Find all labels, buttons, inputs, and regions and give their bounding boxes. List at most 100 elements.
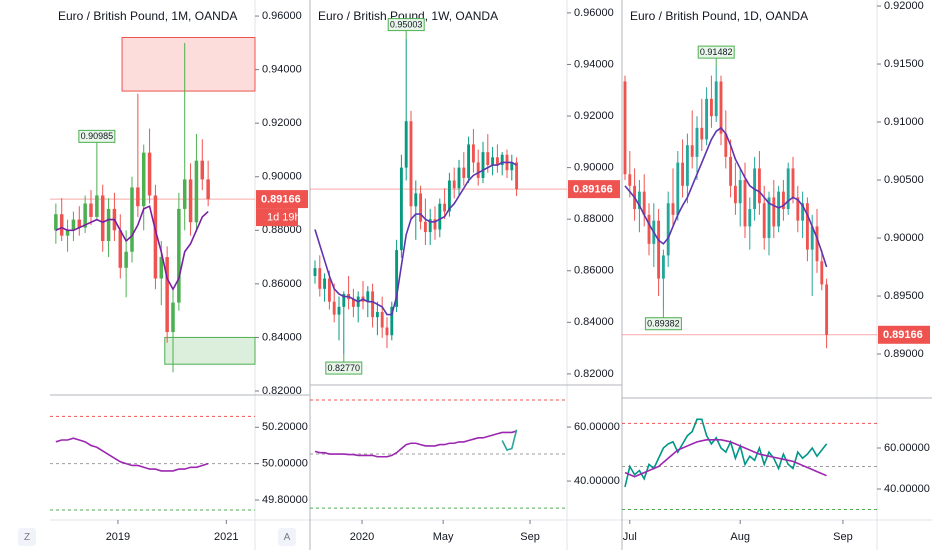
annotation-label: 0.91482 (700, 47, 733, 57)
indicator-line (624, 438, 827, 478)
candle-body (676, 162, 680, 215)
candle-body (95, 195, 99, 217)
annotation-label: 0.89382 (647, 319, 680, 329)
candle-body (457, 167, 461, 189)
indicator-tick-label: 40.00000 (884, 483, 930, 495)
scale-button[interactable] (278, 528, 296, 546)
candle-body (124, 251, 128, 268)
candle-body (77, 219, 82, 228)
candle-body (709, 98, 713, 117)
moving-average (55, 205, 209, 291)
x-tick-label: 2020 (350, 531, 374, 543)
indicator-line (501, 429, 518, 451)
scale-button[interactable] (18, 528, 36, 546)
indicator-tick-label: 60.00000 (884, 442, 930, 454)
candle-body (171, 302, 175, 333)
y-tick-label: 0.86000 (262, 278, 302, 290)
candle-body (159, 257, 164, 279)
indicator-line (624, 418, 828, 488)
y-tick-label: 0.92000 (574, 110, 614, 122)
scale-button-label: A (284, 532, 291, 543)
candle-body (106, 208, 111, 242)
candle-body (510, 162, 514, 171)
y-tick-label: 0.82000 (574, 368, 614, 380)
candle-body (428, 219, 432, 233)
candle-body (206, 179, 210, 200)
annotation-box (387, 18, 425, 32)
candle-body (810, 226, 814, 250)
y-tick-label: 0.92000 (884, 0, 924, 12)
zone (164, 336, 256, 365)
candle-body (351, 299, 355, 307)
candle-body (791, 168, 795, 198)
candle-body (366, 291, 370, 302)
candle-body (825, 284, 829, 335)
candle-body (481, 152, 485, 178)
countdown-box (256, 208, 298, 227)
candle-body (700, 127, 704, 140)
candle-body (136, 187, 140, 207)
candle-body (452, 180, 456, 189)
y-tick-label: 0.84000 (574, 316, 614, 328)
y-tick-label: 0.96000 (574, 7, 614, 19)
x-tick-label: Jul (623, 531, 637, 543)
indicator-tick-label: 49.80000 (262, 494, 308, 506)
candle-body (695, 127, 699, 157)
annotation-label: 0.95003 (390, 19, 423, 29)
candle-body (724, 133, 728, 157)
candle-body (147, 152, 152, 196)
candle-body (777, 191, 781, 227)
y-tick-label: 0.89000 (884, 348, 924, 360)
x-tick-label: 2021 (214, 531, 238, 543)
candle-body (83, 203, 87, 228)
candle-body (729, 156, 733, 186)
candle-body (313, 268, 317, 276)
chart-title: Euro / British Pound, 1W, OANDA (318, 9, 498, 23)
y-tick-label: 0.89500 (884, 290, 924, 302)
candle-body (419, 193, 423, 222)
candle-body (323, 278, 327, 289)
candle-body (404, 121, 408, 168)
candle-body (54, 214, 58, 231)
candle-body (491, 157, 495, 166)
candle-body (443, 203, 447, 212)
candle-body (815, 226, 819, 262)
candle-body (433, 219, 437, 230)
candle-body (719, 81, 723, 134)
x-tick-label: May (433, 531, 454, 543)
y-tick-label: 0.86000 (574, 265, 614, 277)
y-tick-label: 0.82000 (262, 385, 302, 397)
candle-body (200, 160, 205, 180)
candle-body (657, 220, 661, 279)
candle-body (476, 162, 480, 178)
chart-title: Euro / British Pound, 1M, OANDA (58, 9, 237, 23)
candle-body (748, 209, 752, 227)
annotation-box (644, 317, 682, 331)
last-price-label: 0.89166 (573, 184, 613, 196)
candle-body (786, 168, 790, 210)
candle-body (705, 98, 709, 140)
candle-body (805, 203, 809, 250)
candle-body (177, 208, 181, 303)
candle-body (447, 180, 451, 212)
y-tick-label: 0.90000 (262, 171, 302, 183)
candle-body (738, 180, 742, 204)
candle-body (801, 203, 805, 221)
y-tick-label: 0.90000 (574, 162, 614, 174)
candle-body (165, 257, 169, 333)
indicator-tick-label: 50.00000 (262, 458, 308, 470)
candle-body (141, 152, 146, 207)
y-tick-label: 0.88000 (262, 224, 302, 236)
candle-body (714, 81, 718, 117)
candle-body (100, 195, 105, 242)
candle-body (671, 203, 675, 215)
moving-average (314, 161, 517, 316)
y-tick-label: 0.92000 (262, 117, 302, 129)
indicator-tick-label: 50.20000 (262, 421, 308, 433)
candle-body (318, 268, 322, 289)
candle-body (327, 278, 331, 302)
x-tick-label: 2019 (106, 531, 130, 543)
candle-body (194, 160, 199, 223)
candle-body (375, 312, 379, 318)
